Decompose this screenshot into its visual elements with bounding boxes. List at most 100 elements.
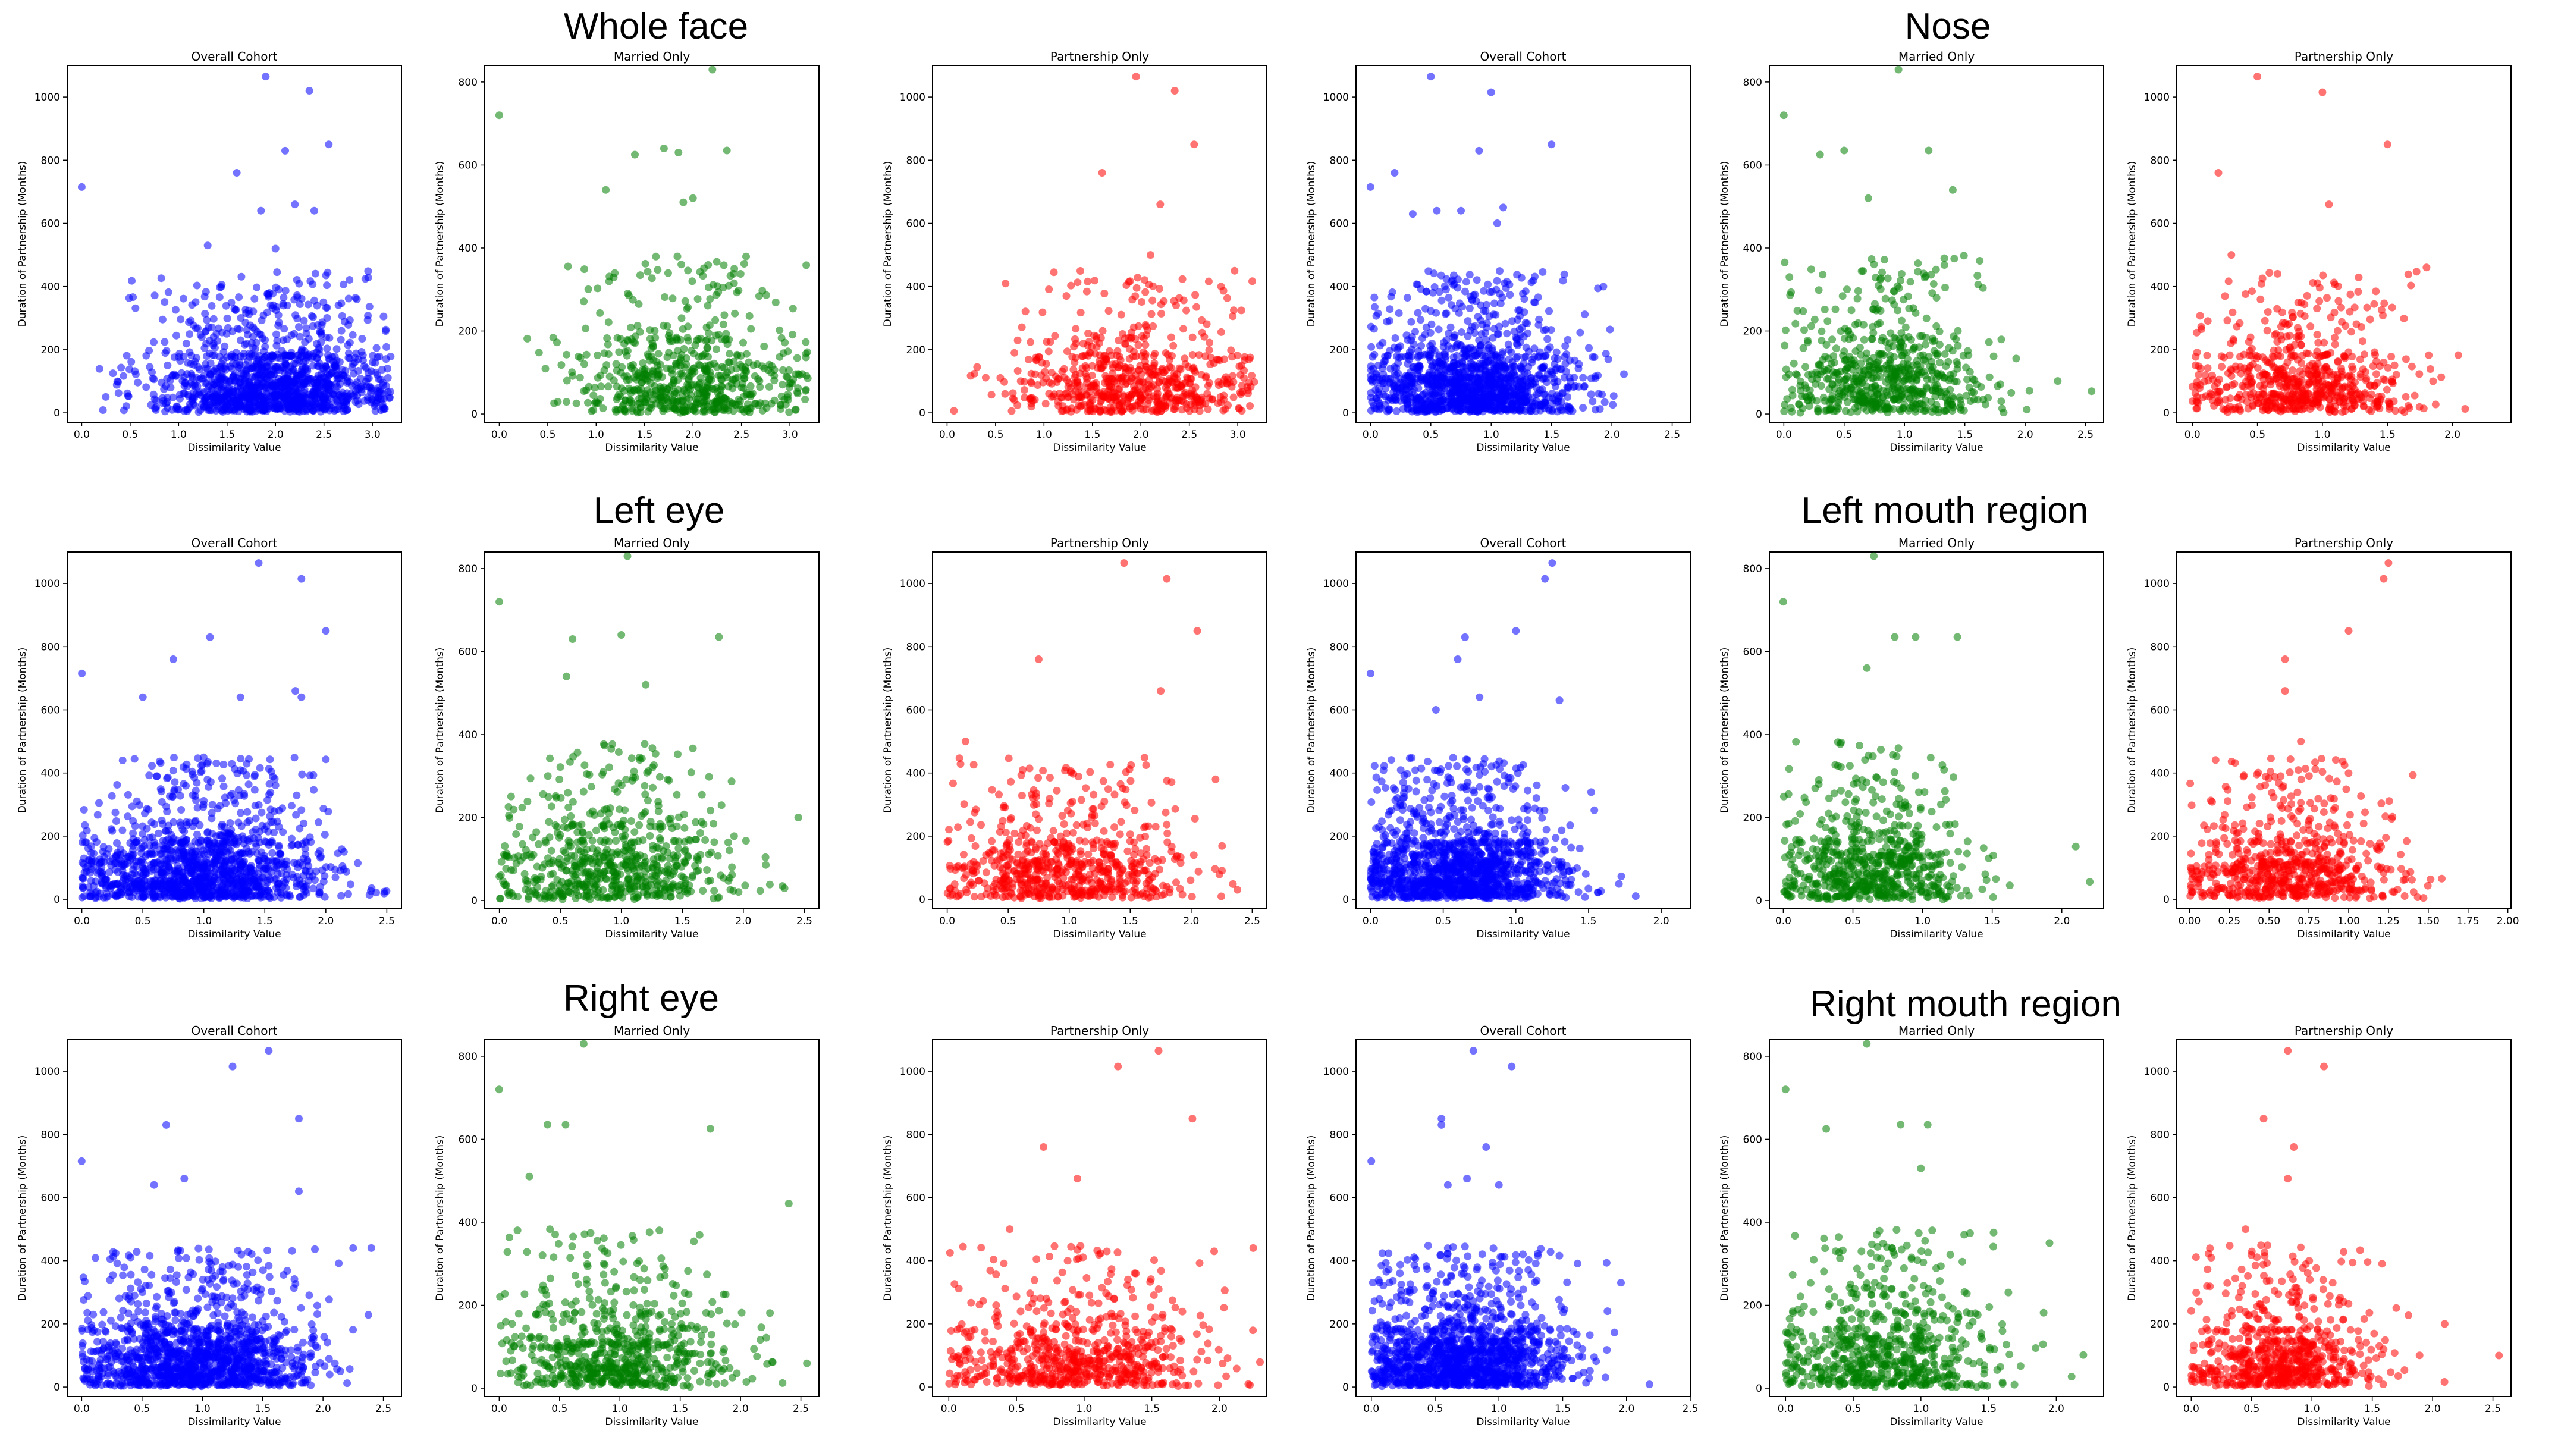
scatter-point (1954, 341, 1962, 350)
scatter-point (1044, 347, 1053, 356)
scatter-point (2368, 390, 2376, 398)
scatter-point (2404, 270, 2412, 278)
scatter-point (1104, 307, 1113, 315)
x-tick-label: 0.5 (2249, 429, 2265, 441)
scatter-point (152, 396, 161, 404)
scatter-point (1863, 382, 1871, 391)
scatter-point (123, 352, 131, 360)
scatter-point (684, 303, 692, 312)
scatter-point (708, 399, 717, 407)
scatter-point (1553, 407, 1562, 416)
scatter-point (1128, 406, 1137, 415)
scatter-point (1170, 87, 1179, 95)
scatter-point (981, 374, 990, 382)
scatter-point (305, 335, 313, 343)
scatter-point (1390, 363, 1398, 371)
scatter-point (1042, 360, 1050, 368)
scatter-point (325, 334, 334, 342)
scatter-point (771, 298, 780, 306)
scatter-point (1782, 365, 1790, 374)
region-title-left-eye: Left eye (593, 490, 725, 531)
x-tick-label: 1.0 (588, 429, 604, 441)
scatter-point (1407, 318, 1415, 326)
scatter-point (604, 340, 612, 349)
scatter-point (629, 296, 637, 304)
scatter-point (2261, 316, 2269, 325)
scatter-point (272, 341, 281, 350)
scatter-point (1018, 323, 1026, 331)
scatter-point (223, 314, 231, 322)
scatter-point (1856, 390, 1864, 398)
x-tick-label: 0.5 (1836, 429, 1852, 441)
scatter-point (246, 353, 254, 361)
scatter-point (235, 293, 243, 302)
scatter-point (1098, 169, 1106, 177)
scatter-point (705, 329, 713, 337)
scatter-point (644, 350, 652, 359)
scatter-point (1482, 335, 1490, 344)
scatter-point (1930, 347, 1938, 355)
x-tick-label: 1.0 (1036, 429, 1052, 441)
scatter-point (343, 374, 351, 382)
scatter-point (1870, 300, 1879, 308)
scatter-point (1932, 406, 1940, 414)
y-tick-label: 1000 (900, 92, 925, 103)
scatter-point (636, 328, 644, 336)
scatter-point (223, 400, 231, 409)
scatter-point (1899, 394, 1907, 402)
scatter-point (1559, 390, 1567, 397)
scatter-point (1404, 360, 1412, 368)
scatter-point (1483, 324, 1490, 332)
scatter-point (323, 344, 331, 353)
scatter-point (631, 339, 639, 347)
scatter-point (576, 374, 584, 382)
scatter-point (324, 386, 332, 394)
x-tick-label: 1.0 (171, 429, 187, 441)
scatter-point (1081, 369, 1090, 378)
scatter-point (1914, 259, 1922, 268)
region-title-right-eye: Right eye (563, 978, 719, 1019)
scatter-point (1489, 334, 1497, 342)
scatter-point (1881, 406, 1890, 414)
scatter-point (180, 353, 188, 361)
scatter-point (340, 392, 348, 400)
scatter-point (333, 382, 341, 391)
scatter-point (260, 373, 269, 381)
scatter-point (1385, 316, 1393, 325)
scatter-point (1918, 390, 1926, 398)
scatter-point (1027, 378, 1035, 386)
scatter-point (683, 381, 692, 389)
scatter-point (1412, 395, 1420, 403)
scatter-point (1522, 343, 1530, 352)
scatter-point (211, 344, 219, 352)
scatter-point (1954, 327, 1962, 335)
scatter-point (1885, 364, 1894, 372)
scatter-point (1059, 402, 1067, 410)
scatter-point (1083, 379, 1091, 387)
scatter-point (596, 309, 604, 317)
scatter-point (234, 363, 243, 372)
scatter-point (227, 299, 236, 307)
scatter-point (192, 324, 200, 332)
scatter-point (1847, 306, 1856, 315)
scatter-point (1483, 300, 1490, 309)
scatter-point (1848, 365, 1857, 374)
scatter-point (184, 359, 192, 367)
scatter-point (1217, 328, 1225, 336)
y-tick-label: 0 (1756, 409, 1762, 421)
scatter-point (1237, 362, 1245, 370)
scatter-point (1118, 330, 1126, 338)
scatter-point (2224, 277, 2233, 285)
scatter-point (641, 366, 648, 375)
scatter-point (1401, 353, 1410, 361)
scatter-point (1451, 305, 1460, 313)
scatter-point (227, 353, 235, 360)
scatter-point (1875, 281, 1882, 290)
scatter-point (1370, 350, 1379, 359)
scatter-point (128, 277, 136, 285)
scatter-point (176, 394, 184, 403)
scatter-point (1100, 290, 1109, 297)
scatter-point (1875, 349, 1883, 357)
scatter-point (1207, 353, 1215, 362)
scatter-point (1467, 365, 1476, 372)
